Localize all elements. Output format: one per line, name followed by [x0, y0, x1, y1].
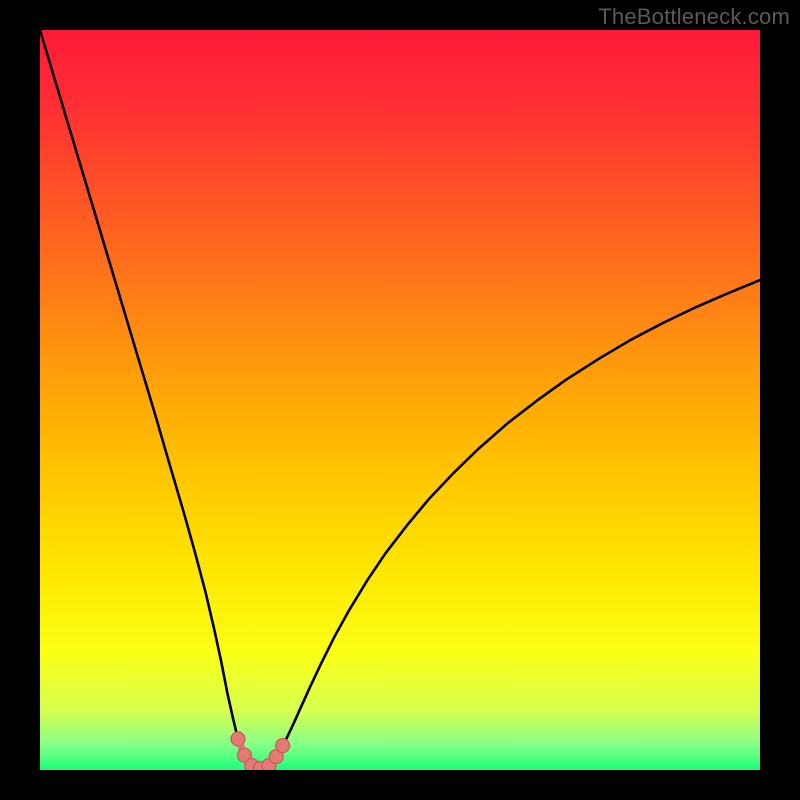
bottom-marker-dot — [231, 732, 245, 746]
chart-frame: TheBottleneck.com — [0, 0, 800, 800]
gradient-background — [40, 30, 760, 770]
bottom-marker-dot — [276, 739, 290, 753]
watermark-text: TheBottleneck.com — [598, 4, 790, 30]
bottleneck-curve-chart — [40, 30, 760, 770]
